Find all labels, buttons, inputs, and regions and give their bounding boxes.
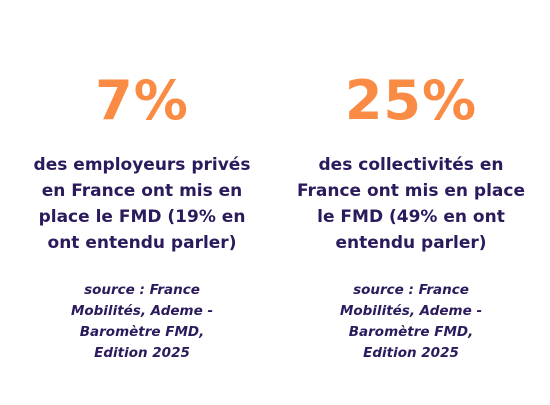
stat-description: des employeurs privés en France ont mis … [33, 155, 251, 253]
stat-description: des collectivités en France ont mis en p… [296, 155, 526, 253]
stat-value: 7% [95, 69, 189, 132]
stat-value: 25% [344, 69, 478, 132]
stat-private-employers: 7% des employeurs privés en France ont m… [12, 70, 272, 364]
stat-source: source : France Mobilités, Ademe - Barom… [339, 282, 483, 361]
stat-source: source : France Mobilités, Ademe - Barom… [70, 282, 214, 361]
stat-local-authorities: 25% des collectivités en France ont mis … [281, 70, 541, 364]
